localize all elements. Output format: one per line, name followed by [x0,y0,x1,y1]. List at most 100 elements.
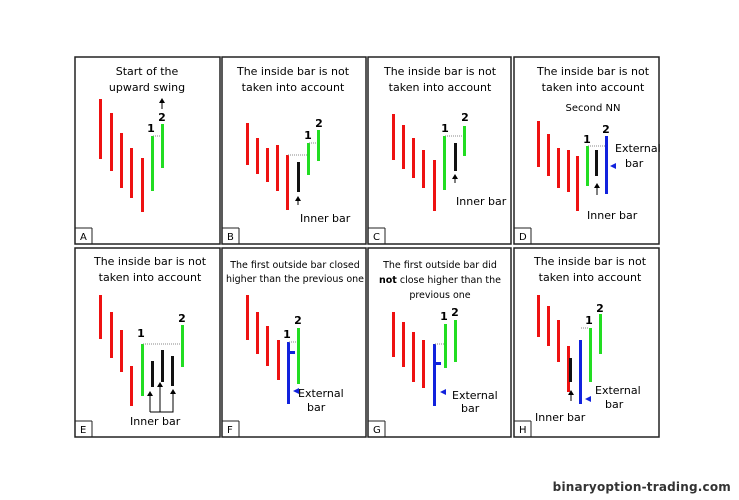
down-bar [120,133,123,188]
down-bar [266,326,269,366]
panel-c-corner-label: C [373,232,380,243]
panel-g-title-3: previous one [409,290,470,301]
down-bar [141,158,144,212]
inner-bar-label: Inner bar [130,415,181,428]
down-bar [246,123,249,165]
panel-a: Start of the upward swing 1 2 A [74,56,221,245]
down-bar [99,295,102,339]
panel-e: The inside bar is not taken into account… [74,247,221,438]
panel-g: The first outside bar did not close high… [367,247,512,438]
bar-label-1: 1 [147,122,155,135]
inner-bar [569,358,572,382]
down-bar [402,322,405,367]
bar-label-1: 1 [137,327,145,340]
panel-e-corner-label: E [80,425,86,436]
bar-label-2: 2 [596,302,604,315]
down-bar [422,150,425,188]
up-arrow-icon [295,196,301,201]
panel-f-title-2: higher than the previous one [226,274,364,285]
bar-label-2: 2 [602,123,610,136]
panel-f-title-1: The first outside bar closed [229,260,360,271]
panel-b-title-1: The inside bar is not [236,65,350,78]
inner-bar [595,150,598,176]
up-bar-1 [586,146,589,186]
up-bar-2 [454,320,457,362]
down-bar [567,346,570,392]
panel-h: The inside bar is not taken into account… [513,247,660,438]
external-bar-label-1: External [615,142,661,155]
down-bar [547,306,550,346]
external-bar-label-2: bar [307,401,326,414]
up-arrow-icon [594,183,600,188]
bar-label-1: 1 [441,122,449,135]
outside-bar [433,344,436,406]
pointer-left-icon [610,163,616,169]
bar-label-2: 2 [315,117,323,130]
inner-bar [171,356,174,386]
down-bar [277,340,280,380]
inner-bar-label: Inner bar [587,209,638,222]
bar-label-1: 1 [583,133,591,146]
up-arrow-icon [170,389,176,394]
external-bar-label-2: bar [461,402,480,415]
bar-label-2: 2 [294,314,302,327]
panel-d: The inside bar is not taken into account… [513,56,661,245]
down-bar [392,312,395,357]
panel-a-corner-label: A [80,232,87,243]
down-bar [557,148,560,188]
external-bar-label-2: bar [605,398,624,411]
panel-b-corner-label: B [227,232,234,243]
panels-group: Start of the upward swing 1 2 A The insi… [74,56,661,438]
down-bar [120,330,123,372]
panel-c: The inside bar is not taken into account… [367,56,512,245]
inner-bar-label: Inner bar [456,195,507,208]
down-bar [256,312,259,354]
bar-label-1: 1 [304,129,312,142]
inner-bar [151,361,154,387]
down-bar [422,340,425,388]
panel-g-title-bold: not [379,275,397,286]
outside-bar [605,136,608,194]
up-bar-1 [589,328,592,382]
pointer-left-icon [440,389,446,395]
external-bar-label-1: External [595,384,641,397]
outside-bar-close-tick [435,362,441,365]
up-bar-1 [444,324,447,368]
down-bar [433,160,436,211]
up-bar-2 [317,130,320,161]
panel-c-title-2: taken into account [389,81,492,94]
panel-d-subtitle: Second NN [566,103,621,114]
up-bar-1 [151,136,154,191]
down-bar [567,150,570,192]
inner-bar-label: Inner bar [535,411,586,424]
up-bar-1 [443,136,446,190]
inner-bar [454,143,457,171]
bar-label-1: 1 [440,310,448,323]
down-bar [99,99,102,159]
inner-bar [297,162,300,192]
bar-label-2: 2 [178,312,186,325]
pointer-left-icon [293,388,299,394]
panel-b: The inside bar is not taken into account… [221,56,367,245]
up-bar-2 [181,325,184,367]
up-arrow-icon [452,174,458,179]
up-arrow-icon [568,390,574,395]
down-bar [110,113,113,171]
external-bar-label-1: External [298,387,344,400]
down-bar [547,134,550,176]
panel-h-title-2: taken into account [539,271,642,284]
panel-c-frame [367,56,512,245]
down-bar [576,156,579,211]
panel-e-frame [74,247,221,438]
up-bar-1 [307,143,310,175]
up-bar-2 [161,124,164,168]
panel-a-title-1: Start of the [116,65,179,78]
down-bar [130,148,133,198]
bar-label-1: 1 [585,314,593,327]
down-bar [537,295,540,337]
panel-f-corner-label: F [227,425,233,436]
pointer-left-icon [585,396,591,402]
arrow-bracket [149,385,174,413]
outside-bar [579,340,582,404]
outside-bar-close-tick [289,351,295,354]
